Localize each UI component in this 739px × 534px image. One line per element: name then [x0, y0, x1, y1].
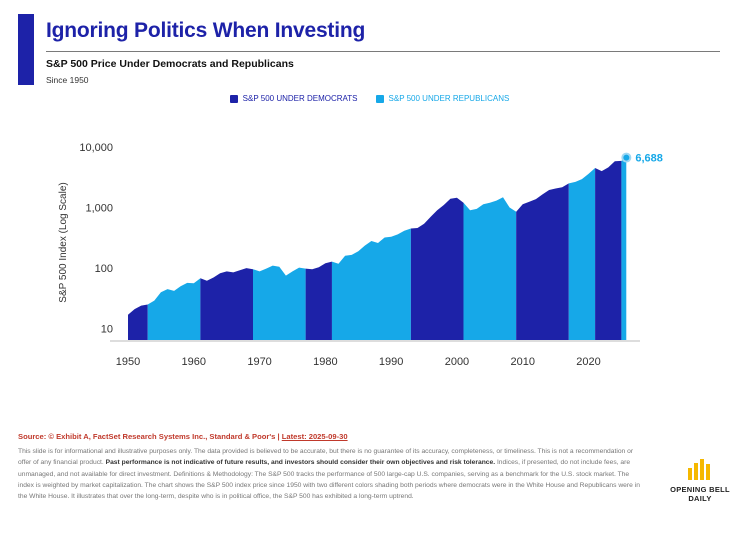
- chart-subtitle: S&P 500 Price Under Democrats and Republ…: [46, 58, 294, 70]
- since-label: Since 1950: [46, 75, 89, 85]
- x-tick-label: 2000: [445, 356, 469, 368]
- disclaimer: This slide is for informational and illu…: [18, 446, 643, 502]
- regime-band-republicans: [253, 157, 306, 340]
- legend-swatch-democrats: [229, 94, 238, 103]
- legend-item-republicans: S&P 500 UNDER REPUBLICANS: [375, 94, 510, 103]
- y-axis-label: S&P 500 Index (Log Scale): [58, 182, 69, 302]
- latest-value-marker: [621, 152, 632, 163]
- y-tick-label: 1,000: [85, 203, 113, 215]
- title-divider: [46, 51, 720, 52]
- page-title: Ignoring Politics When Investing: [46, 19, 366, 42]
- regime-band-democrats: [200, 157, 253, 340]
- regime-band-democrats: [128, 157, 148, 340]
- x-tick-label: 1970: [247, 356, 271, 368]
- regime-band-democrats: [410, 157, 464, 340]
- regime-band-democrats: [305, 157, 332, 340]
- latest-value-label: 6,688: [635, 153, 663, 165]
- regime-band-republicans: [147, 157, 201, 340]
- regime-band-republicans: [331, 157, 411, 340]
- chart-legend: S&P 500 UNDER DEMOCRATS S&P 500 UNDER RE…: [0, 94, 739, 103]
- x-tick-label: 2020: [576, 356, 600, 368]
- x-tick-label: 1990: [379, 356, 403, 368]
- regime-band-republicans: [621, 157, 627, 340]
- y-tick-label: 10: [101, 324, 113, 336]
- disclaimer-part-2: Indices, if presented, do not include fe…: [18, 459, 640, 501]
- legend-label-democrats: S&P 500 UNDER DEMOCRATS: [242, 94, 358, 103]
- x-tick-label: 1960: [182, 356, 206, 368]
- legend-item-democrats: S&P 500 UNDER DEMOCRATS: [229, 94, 358, 103]
- regime-band-republicans: [463, 157, 517, 340]
- disclaimer-part-1: This slide is for informational and illu…: [18, 448, 634, 467]
- y-tick-label: 10,000: [79, 142, 113, 154]
- x-axis-ticks: 1950 1960 1970 1980 1990 2000 2010 2020: [116, 356, 601, 368]
- accent-bar: [18, 14, 34, 85]
- regime-band-democrats: [516, 157, 569, 340]
- sp500-chart: 10,000 1,000 100 10 1950 1960 1970 1980 1990 200…: [58, 142, 663, 368]
- disclaimer-bold: Past performance is not indicative of fu…: [105, 459, 496, 467]
- regime-band-democrats: [595, 157, 622, 340]
- regime-bands: [128, 157, 627, 340]
- regime-band-republicans: [568, 157, 596, 340]
- bell-bars-icon: [688, 459, 710, 480]
- opening-bell-logo: OPENING BELL DAILY: [660, 458, 739, 503]
- source-text: Source: © Exhibit A, FactSet Research Sy…: [18, 432, 280, 441]
- x-tick-label: 1950: [116, 356, 140, 368]
- x-tick-label: 2010: [510, 356, 534, 368]
- legend-swatch-republicans: [375, 94, 384, 103]
- logo-line-2: DAILY: [688, 494, 712, 503]
- latest-date-link[interactable]: Latest: 2025-09-30: [281, 432, 348, 441]
- x-tick-label: 1980: [313, 356, 337, 368]
- legend-label-republicans: S&P 500 UNDER REPUBLICANS: [388, 94, 510, 103]
- y-axis-ticks: 10,000 1,000 100 10: [79, 142, 113, 336]
- y-tick-label: 100: [95, 263, 113, 275]
- logo-line-1: OPENING BELL: [670, 485, 730, 494]
- source-line: Source: © Exhibit A, FactSet Research Sy…: [18, 432, 348, 441]
